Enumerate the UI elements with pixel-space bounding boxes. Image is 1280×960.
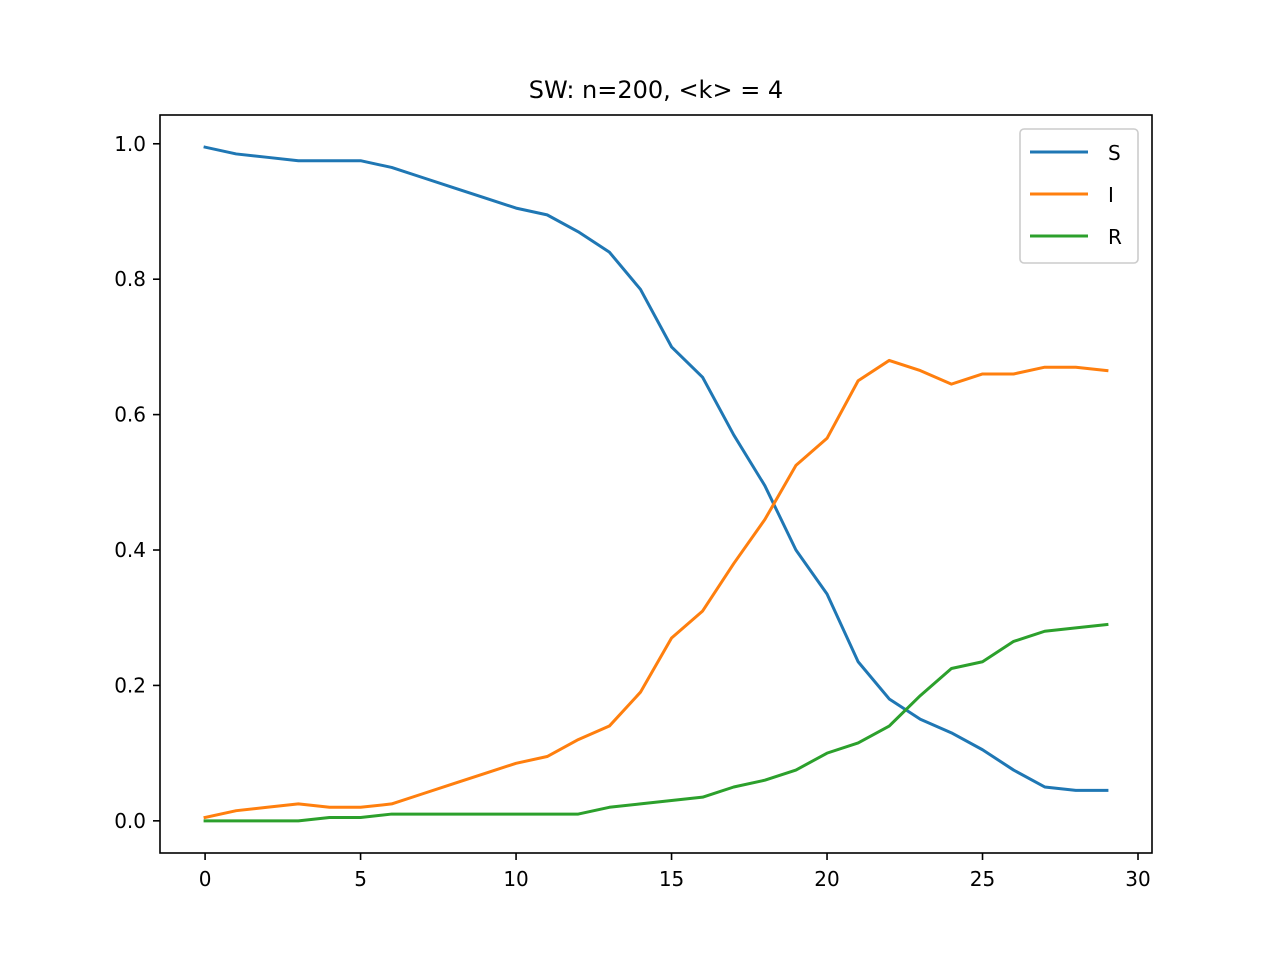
- series-line-I: [203, 358, 1109, 820]
- x-axis: 0 5 10 15 20 25 30: [199, 853, 1151, 891]
- legend-label-S: S: [1108, 141, 1121, 165]
- x-tick-label: 20: [814, 867, 839, 891]
- x-tick-label: 5: [354, 867, 367, 891]
- plot-area-frame: [159, 114, 1153, 854]
- legend: SIR: [1019, 128, 1139, 264]
- y-tick-label: 1.0: [114, 132, 146, 156]
- y-tick-label: 0.2: [114, 673, 146, 697]
- y-tick-label: 0.0: [114, 809, 146, 833]
- legend-label-I: I: [1108, 183, 1114, 207]
- x-tick-label: 25: [970, 867, 995, 891]
- series-layer: [203, 145, 1109, 823]
- series-line-R: [203, 622, 1109, 823]
- chart-title: SW: n=200, <k> = 4: [529, 76, 783, 104]
- x-tick-label: 10: [503, 867, 528, 891]
- legend-box: [1019, 128, 1139, 264]
- x-tick-label: 30: [1125, 867, 1150, 891]
- series-line-S: [203, 145, 1109, 792]
- y-tick-label: 0.6: [114, 403, 146, 427]
- x-tick-label: 15: [659, 867, 684, 891]
- x-tick-label: 0: [199, 867, 212, 891]
- y-tick-label: 0.4: [114, 538, 146, 562]
- legend-label-R: R: [1108, 225, 1122, 249]
- y-tick-label: 0.8: [114, 267, 146, 291]
- y-axis: 0.0 0.2 0.4 0.6 0.8 1.0: [114, 132, 160, 833]
